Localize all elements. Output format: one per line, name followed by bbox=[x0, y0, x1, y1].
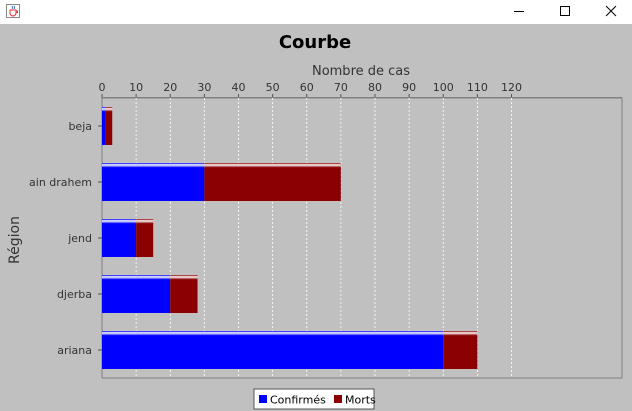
y-tick-label: jend bbox=[67, 232, 92, 245]
maximize-icon bbox=[560, 6, 570, 16]
bar-confirmés-jend bbox=[102, 219, 137, 257]
x-tick-label: 10 bbox=[129, 81, 143, 94]
bar-confirmés-ain-drahem bbox=[102, 163, 205, 201]
bar-morts-beja bbox=[105, 107, 113, 145]
legend-label: Morts bbox=[345, 394, 376, 407]
stacked-bar-chart: Courbe Nombre de cas Région 0 10 20 30 40 50 60 70… bbox=[7, 32, 623, 410]
minimize-icon bbox=[514, 11, 524, 12]
x-tick-label: 40 bbox=[232, 81, 246, 94]
legend-swatch-confirmés bbox=[259, 395, 267, 403]
java-cup-icon bbox=[6, 4, 20, 18]
close-button[interactable] bbox=[588, 0, 632, 22]
bar-morts-ain-drahem bbox=[204, 163, 341, 201]
window-titlebar bbox=[0, 0, 632, 24]
chart-title: Courbe bbox=[279, 32, 351, 53]
maximize-button[interactable] bbox=[542, 0, 588, 22]
legend bbox=[253, 388, 375, 410]
bar-morts-jend bbox=[136, 219, 154, 257]
y-tick-label: ariana bbox=[57, 344, 92, 357]
bar-confirmés-beja bbox=[102, 107, 106, 145]
bar-confirmés-djerba bbox=[102, 275, 171, 313]
x-tick-label: 0 bbox=[99, 81, 106, 94]
y-axis-label: Région bbox=[7, 216, 23, 264]
x-tick-label: 50 bbox=[266, 81, 280, 94]
chart-panel: Courbe Nombre de cas Région 0 10 20 30 40 50 60 70… bbox=[0, 24, 632, 411]
x-tick-label: 60 bbox=[300, 81, 314, 94]
x-tick-label: 70 bbox=[334, 81, 348, 94]
bar-confirmés-ariana bbox=[102, 331, 444, 369]
y-tick-label: djerba bbox=[57, 288, 92, 301]
legend-label: Confirmés bbox=[270, 394, 326, 407]
x-tick-label: 30 bbox=[197, 81, 211, 94]
close-icon bbox=[605, 5, 617, 17]
x-axis-label: Nombre de cas bbox=[312, 64, 410, 79]
bar-morts-djerba bbox=[170, 275, 198, 313]
minimize-button[interactable] bbox=[496, 0, 542, 22]
x-tick-label: 110 bbox=[467, 81, 488, 94]
y-tick-label: ain drahem bbox=[29, 176, 92, 189]
bar-morts-ariana bbox=[443, 331, 478, 369]
x-tick-label: 100 bbox=[433, 81, 454, 94]
x-tick-label: 80 bbox=[368, 81, 382, 94]
x-tick-label: 20 bbox=[163, 81, 177, 94]
x-tick-label: 90 bbox=[402, 81, 416, 94]
x-tick-label: 120 bbox=[501, 81, 522, 94]
legend-swatch-morts bbox=[334, 395, 342, 403]
y-tick-label: beja bbox=[68, 120, 92, 133]
